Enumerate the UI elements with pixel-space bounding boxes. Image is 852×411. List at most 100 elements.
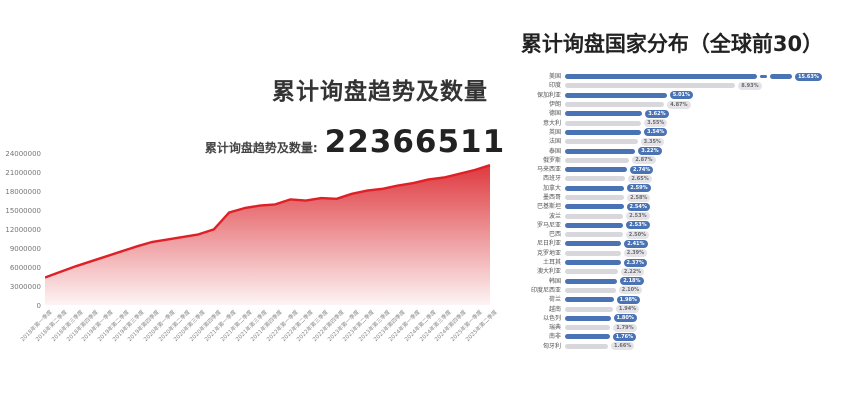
bar-row: 泰国 3.22%	[505, 146, 850, 156]
bar-label: 意大利	[542, 119, 561, 127]
bar-value-badge: 2.58%	[627, 193, 651, 202]
bar-value-badge: 2.87%	[632, 156, 656, 165]
bar-value-badge: 2.22%	[620, 267, 645, 276]
bar-label: 美国	[548, 73, 561, 81]
bar-segment	[565, 111, 643, 117]
bar-label: 土耳其	[542, 259, 561, 267]
bar: 2.50%	[565, 230, 850, 239]
bar: 4.87%	[565, 100, 850, 109]
trend-y-tick: 3000000	[9, 283, 41, 291]
bar-label: 荷兰	[548, 296, 561, 304]
bar-segment	[565, 343, 608, 349]
bar-segment	[565, 287, 616, 293]
bar-value-badge: 2.50%	[625, 230, 650, 239]
bar-row: 墨西哥 2.58%	[505, 193, 850, 202]
bar-value-badge: 1.80%	[613, 314, 637, 323]
bar-segment	[565, 232, 623, 238]
bar-segment	[565, 157, 630, 163]
bar-value-badge: 8.93%	[738, 81, 762, 90]
bar-row: 巴基斯坦 2.54%	[505, 202, 850, 211]
trend-x-axis: 2018年第一季度 2018年第二季度 2018年第三季度 2018年第四季度 2019…	[20, 308, 499, 363]
trend-area-plot	[45, 164, 491, 305]
bar: 1.66%	[565, 342, 850, 351]
bar-row: 瑞典 1.79%	[505, 323, 850, 332]
bar-row: 美国 15.63%	[505, 72, 850, 81]
bar-row: 意大利 3.55%	[505, 118, 850, 128]
trend-stat-value: 22366511	[324, 124, 506, 160]
bar-value-badge: 4.87%	[667, 100, 691, 109]
bar: 3.22%	[565, 147, 850, 156]
bar-value-badge: 2.10%	[618, 286, 643, 295]
trend-y-tick: 24000000	[5, 150, 41, 158]
trend-y-tick: 0	[36, 302, 41, 310]
bar-label: 保加利亚	[536, 91, 561, 99]
bar-label: 匈牙利	[542, 342, 561, 350]
bar-row: 波兰 2.53%	[505, 211, 850, 221]
bar-value-badge: 2.65%	[628, 174, 652, 183]
bar-label: 罗马尼亚	[536, 221, 561, 229]
bar-label: 伊朗	[548, 101, 561, 109]
bar-row: 伊朗 4.87%	[505, 100, 850, 109]
trend-y-tick: 21000000	[5, 169, 41, 177]
trend-stat: 累计询盘趋势及数量: 22366511	[195, 124, 515, 160]
bar-segment	[565, 176, 626, 182]
bar-row: 马来西亚 2.74%	[505, 165, 850, 174]
bar-value-badge: 1.66%	[611, 342, 635, 351]
bar-value-badge: 2.53%	[626, 212, 650, 221]
bar-label: 巴基斯坦	[536, 203, 561, 211]
bar: 1.80%	[565, 314, 850, 323]
bar-label: 马来西亚	[536, 166, 561, 174]
bar-row: 印度 8.93%	[505, 81, 850, 90]
bar-row: 法国 3.35%	[505, 137, 850, 146]
bar: 2.22%	[565, 267, 850, 276]
bar-value-badge: 3.62%	[645, 109, 669, 118]
bar: 2.58%	[565, 193, 850, 202]
bar-label: 尼日利亚	[536, 240, 561, 248]
bar: 2.39%	[565, 249, 850, 258]
bar: 2.65%	[565, 174, 850, 183]
bar-segment	[565, 222, 624, 228]
trend-y-axis: 24000000 21000000 18000000 15000000 12000000…	[0, 151, 41, 310]
bar-label: 法国	[548, 138, 561, 146]
trend-area-fill	[45, 165, 490, 305]
bar-segment	[565, 148, 636, 154]
bar-segment	[565, 306, 613, 312]
bar: 1.76%	[565, 332, 850, 341]
bar-label: 南非	[548, 333, 561, 341]
bar-segment	[565, 92, 667, 98]
bar-row: 匈牙利 1.66%	[505, 342, 850, 351]
bar-segment	[565, 297, 614, 303]
bar-row: 西班牙 2.65%	[505, 174, 850, 183]
bar-value-badge: 1.94%	[615, 305, 640, 314]
trend-y-tick: 9000000	[9, 245, 41, 253]
bar: 1.98%	[565, 295, 850, 304]
bar-row: 加拿大 2.59%	[505, 184, 850, 193]
bar-segment	[565, 241, 622, 247]
bar: 2.37%	[565, 258, 850, 267]
bar-label: 巴西	[548, 231, 561, 239]
bar: 15.63%	[565, 72, 850, 81]
bar-row: 荷兰 1.98%	[505, 295, 850, 304]
bar-segment	[565, 185, 625, 191]
bar-value-badge: 3.22%	[638, 147, 662, 156]
bar: 2.53%	[565, 221, 850, 230]
bar: 3.54%	[565, 128, 850, 137]
bar-segment	[565, 167, 627, 173]
bar-segment	[565, 102, 665, 108]
bar: 2.41%	[565, 239, 850, 248]
bar-value-badge: 3.35%	[640, 137, 664, 146]
bar-label: 澳大利亚	[536, 268, 561, 276]
bar-value-badge: 2.59%	[627, 184, 651, 193]
bar: 2.74%	[565, 165, 850, 174]
bar-label: 韩国	[548, 277, 561, 285]
trend-y-tick: 6000000	[9, 264, 41, 272]
bar-segment	[565, 260, 621, 266]
bar-value-badge: 2.53%	[626, 221, 650, 230]
bar-value-badge: 1.76%	[612, 332, 637, 341]
bar-row: 越南 1.94%	[505, 304, 850, 314]
bar-label: 印度尼西亚	[530, 286, 561, 294]
bar-label: 德国	[548, 110, 561, 118]
bar-value-badge: 5.01%	[669, 91, 694, 100]
bar-label: 泰国	[548, 147, 561, 155]
bar-row: 南非 1.76%	[505, 332, 850, 341]
